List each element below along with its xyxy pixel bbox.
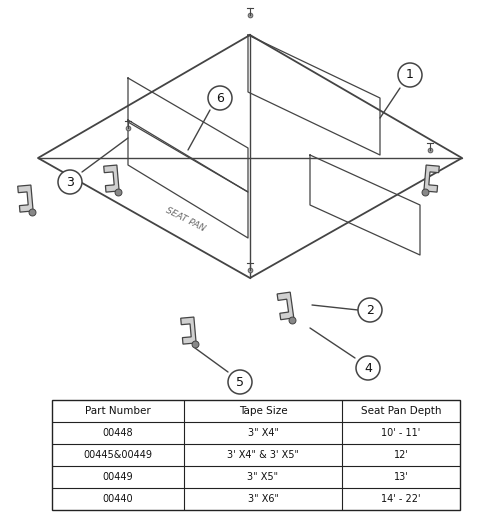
Text: 5: 5 xyxy=(236,376,244,388)
Text: 3" X4": 3" X4" xyxy=(248,428,278,438)
Text: 3" X6": 3" X6" xyxy=(248,494,278,504)
Circle shape xyxy=(58,170,82,194)
Text: 6: 6 xyxy=(216,92,224,104)
Text: 13': 13' xyxy=(394,472,408,482)
Text: Seat Pan Depth: Seat Pan Depth xyxy=(361,406,442,416)
Bar xyxy=(52,400,460,510)
Text: 12': 12' xyxy=(394,450,408,460)
Polygon shape xyxy=(277,292,294,320)
Circle shape xyxy=(398,63,422,87)
Circle shape xyxy=(358,298,382,322)
Text: Tape Size: Tape Size xyxy=(238,406,288,416)
Text: 1: 1 xyxy=(406,69,414,82)
Text: 14' - 22': 14' - 22' xyxy=(382,494,421,504)
Polygon shape xyxy=(18,185,33,212)
Text: 2: 2 xyxy=(366,303,374,316)
Text: 3: 3 xyxy=(66,176,74,189)
Polygon shape xyxy=(104,165,119,192)
Circle shape xyxy=(356,356,380,380)
Text: 00445&00449: 00445&00449 xyxy=(84,450,152,460)
Polygon shape xyxy=(180,317,196,344)
Text: 00448: 00448 xyxy=(102,428,134,438)
Text: 00440: 00440 xyxy=(102,494,134,504)
Text: SEAT PAN: SEAT PAN xyxy=(164,206,206,234)
Circle shape xyxy=(228,370,252,394)
Circle shape xyxy=(208,86,232,110)
Text: 4: 4 xyxy=(364,362,372,375)
Text: Part Number: Part Number xyxy=(85,406,151,416)
Text: 3" X5": 3" X5" xyxy=(248,472,278,482)
Text: 00449: 00449 xyxy=(102,472,134,482)
Polygon shape xyxy=(424,165,440,192)
Text: 3' X4" & 3' X5": 3' X4" & 3' X5" xyxy=(227,450,299,460)
Text: 10' - 11': 10' - 11' xyxy=(382,428,420,438)
